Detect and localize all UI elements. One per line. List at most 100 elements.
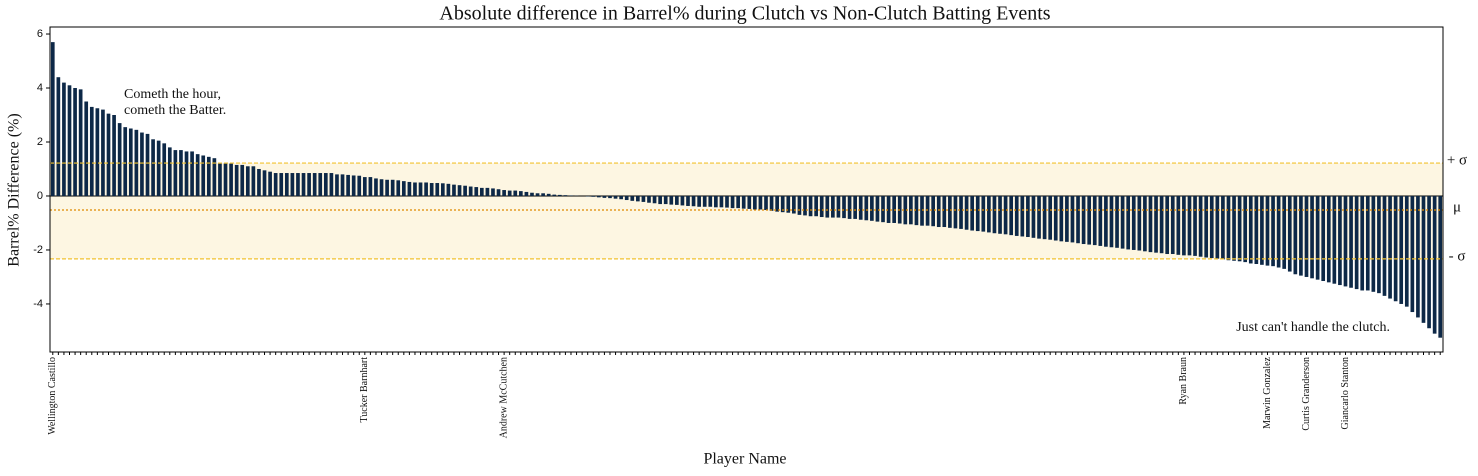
bar [1438,195,1443,338]
bar [1310,195,1314,279]
bar [998,195,1002,234]
bar [162,143,167,196]
bar [1360,195,1365,291]
reference-label: - σ [1449,248,1466,264]
bar [903,195,908,225]
bar [1098,195,1103,246]
bar [1014,195,1019,236]
bar [563,195,568,196]
bar [1193,195,1197,256]
bar [229,163,233,196]
bar [167,147,172,196]
annotation: Cometh the hour, [124,87,221,102]
bar [173,150,178,196]
bar [780,195,785,213]
bar [647,195,651,203]
bar [1399,195,1404,304]
x-tick-label: Tucker Barnhart [359,357,370,423]
bar [530,192,534,196]
bar [67,85,72,196]
bar [764,195,768,211]
bar [106,113,111,196]
bar [212,158,217,196]
bar [257,168,261,196]
bar [1198,195,1203,257]
bar [652,195,657,204]
bar [808,195,813,217]
bar [1070,195,1075,243]
bar [362,177,367,196]
bar [190,151,194,196]
bar [1354,195,1359,290]
bar [368,177,373,196]
bar [390,179,395,196]
bar [959,195,963,229]
x-axis-label: Player Name [703,451,786,468]
bar [936,195,941,228]
bar [518,191,523,196]
bar [535,193,540,196]
bar [201,155,206,196]
x-tick-label: Andrew McCutchen [498,357,509,438]
bar [814,195,818,217]
bar [1304,195,1309,277]
bar [541,193,545,196]
bar [1159,195,1164,254]
bar [730,195,735,209]
bar [680,195,685,206]
bar [1026,195,1030,238]
bar [675,195,679,205]
bar [1087,195,1092,245]
bar [775,195,779,212]
bar [630,195,635,201]
bar [719,195,724,208]
bar [128,128,133,196]
bar [1053,195,1058,241]
chart-title: Absolute difference in Barrel% during Cl… [439,3,1050,25]
bar [1187,195,1192,256]
bar [1371,195,1376,292]
bar [374,178,378,196]
bar [1031,195,1036,238]
bar [479,187,484,196]
bar [1271,195,1275,267]
bar [1338,195,1342,286]
bar [1226,195,1231,261]
bar [697,195,701,207]
bar [385,179,389,196]
bar [1221,195,1225,260]
bar [318,173,323,196]
bar [524,191,529,196]
bar [95,108,100,196]
bar [970,195,975,231]
bar [546,193,551,196]
bar [457,185,462,196]
bar [981,195,986,232]
annotation: Just can't handle the clutch. [1236,320,1390,335]
bar [284,173,289,196]
bar [1365,195,1370,291]
bar [1416,195,1420,318]
bar [585,195,590,197]
bar [401,181,406,196]
bar [747,195,752,209]
bar [1215,195,1220,259]
bar [396,180,401,196]
bar [245,166,250,196]
bar [351,175,356,196]
bar [312,173,317,196]
y-tick-label: 4 [37,82,43,94]
bar [803,195,807,216]
bar [290,173,295,196]
bar [323,173,328,196]
bar [1299,195,1303,276]
bar [714,195,718,208]
bar [340,174,345,196]
bar [686,195,690,206]
bar [329,173,334,196]
y-tick-label: 0 [37,190,43,202]
bar [1248,195,1253,264]
bar [195,154,200,196]
bar [491,188,495,196]
